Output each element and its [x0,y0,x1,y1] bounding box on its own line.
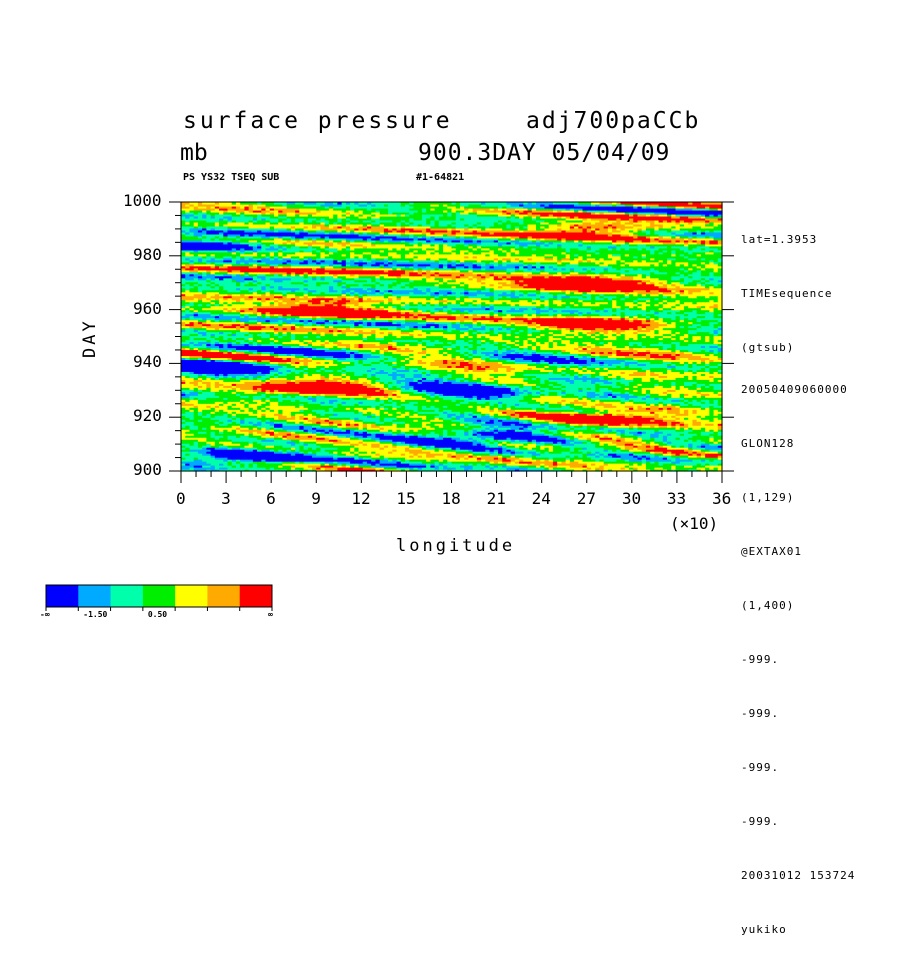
x-tick-label: 21 [487,489,506,508]
x-axis-label: longitude [396,536,515,556]
units-label: mb [180,140,208,166]
side-line: TIMEsequence [741,285,832,303]
x-tick-label: 36 [712,489,731,508]
x-tick-label: 15 [396,489,415,508]
colorbar-label: 0.50 [148,610,167,619]
y-tick-label: 1000 [123,191,162,210]
title-right: adj700paCCb [526,108,700,134]
x-tick-label: 33 [667,489,686,508]
side-line: 20031012 153724 [741,867,855,885]
side-line: GLON128 [741,435,855,453]
colorbar-swatch [207,585,240,607]
x-tick-label: 18 [442,489,461,508]
colorbar-swatch [78,585,111,607]
colorbar-swatch [143,585,176,607]
colorbar-swatch [111,585,144,607]
colorbar-swatch [175,585,208,607]
side-line: -999. [741,813,855,831]
x-tick-label: 30 [622,489,641,508]
sub-title-left: PS YS32 TSEQ SUB [183,172,279,183]
side-line: @EXTAX01 [741,543,855,561]
side-info-bottom: 20050409060000 GLON128 (1,129) @EXTAX01 … [741,345,855,957]
y-tick-label: 940 [133,352,162,371]
side-line: -999. [741,759,855,777]
y-tick-label: 920 [133,406,162,425]
colorbar-swatch [46,585,79,607]
time-label: 900.3DAY 05/04/09 [418,140,670,166]
x-tick-label: 0 [176,489,186,508]
sub-title-right: #1-64821 [416,172,464,183]
colorbar [46,585,273,611]
y-tick-label: 900 [133,460,162,479]
x-tick-label: 6 [266,489,276,508]
side-line: -999. [741,705,855,723]
title-left: surface pressure [183,108,453,134]
x-multiplier-label: (×10) [670,514,718,533]
colorbar-label: -1.50 [83,610,107,619]
side-line: 20050409060000 [741,381,855,399]
colorbar-label: -∞ [40,610,50,619]
y-tick-label: 980 [133,245,162,264]
side-line: yukiko [741,921,855,939]
heatmap-field [181,202,723,472]
y-tick-label: 960 [133,299,162,318]
x-tick-label: 24 [532,489,551,508]
x-tick-label: 3 [221,489,231,508]
colorbar-label: ∞ [268,610,273,619]
side-line: (1,129) [741,489,855,507]
colorbar-swatch [240,585,273,607]
x-tick-label: 9 [311,489,321,508]
side-line: (1,400) [741,597,855,615]
y-axis-label: DAY [80,318,100,358]
x-tick-label: 12 [351,489,370,508]
side-line: lat=1.3953 [741,231,832,249]
x-tick-label: 27 [577,489,596,508]
